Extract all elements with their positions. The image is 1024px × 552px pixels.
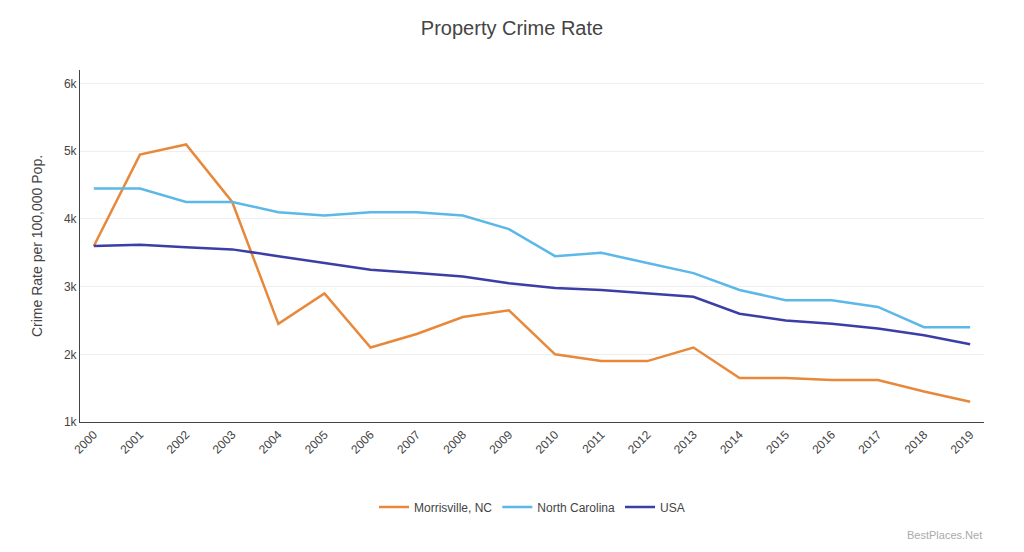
svg-text:2009: 2009 [487, 428, 516, 457]
svg-text:2015: 2015 [763, 428, 792, 457]
svg-text:Crime Rate per 100,000 Pop.: Crime Rate per 100,000 Pop. [29, 155, 45, 337]
svg-text:5k: 5k [64, 144, 78, 158]
svg-text:2001: 2001 [118, 428, 147, 457]
svg-text:2000: 2000 [71, 428, 100, 457]
svg-text:Morrisville, NC: Morrisville, NC [414, 501, 492, 515]
svg-text:2002: 2002 [164, 428, 193, 457]
svg-text:2006: 2006 [348, 428, 377, 457]
svg-text:2017: 2017 [856, 428, 885, 457]
svg-text:BestPlaces.Net: BestPlaces.Net [907, 529, 982, 541]
svg-text:2016: 2016 [809, 428, 838, 457]
svg-text:2019: 2019 [948, 428, 977, 457]
svg-text:Property Crime Rate: Property Crime Rate [421, 17, 603, 39]
svg-text:2010: 2010 [533, 428, 562, 457]
svg-text:3k: 3k [64, 280, 78, 294]
svg-text:2018: 2018 [902, 428, 931, 457]
svg-text:2012: 2012 [625, 428, 654, 457]
svg-text:2k: 2k [64, 348, 78, 362]
svg-text:6k: 6k [64, 77, 78, 91]
svg-text:2003: 2003 [210, 428, 239, 457]
svg-text:1k: 1k [64, 415, 78, 429]
svg-text:2008: 2008 [440, 428, 469, 457]
svg-text:USA: USA [660, 501, 685, 515]
svg-text:North Carolina: North Carolina [537, 501, 615, 515]
svg-text:2005: 2005 [302, 428, 331, 457]
svg-text:2007: 2007 [394, 428, 423, 457]
svg-text:2013: 2013 [671, 428, 700, 457]
svg-text:2014: 2014 [717, 428, 746, 457]
svg-text:2004: 2004 [256, 428, 285, 457]
svg-text:2011: 2011 [579, 428, 607, 456]
svg-text:4k: 4k [64, 212, 78, 226]
